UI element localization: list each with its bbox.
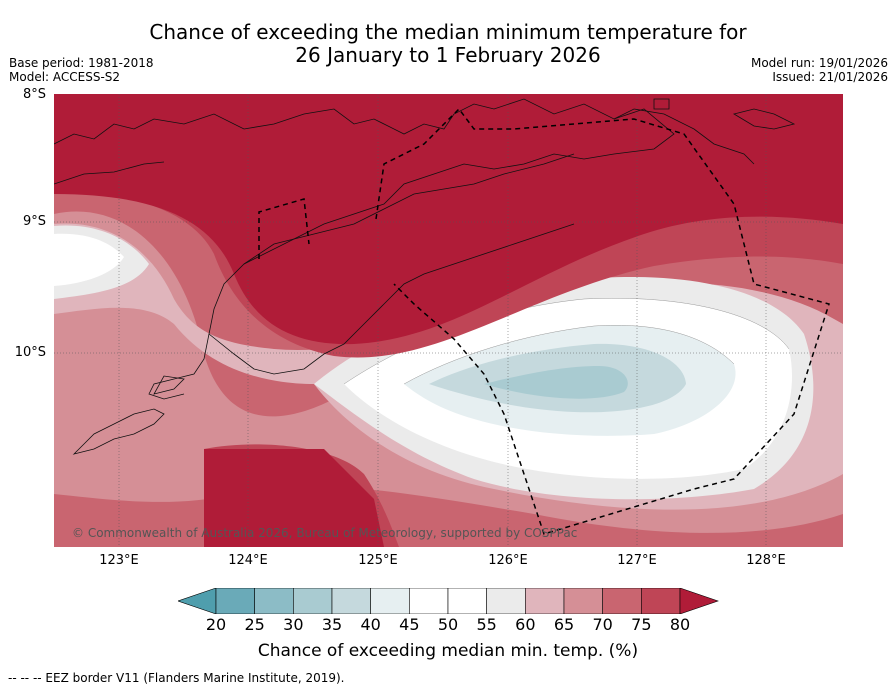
model-run-text: Model run: 19/01/2026 [750, 56, 888, 70]
colorbar-segment [525, 588, 565, 614]
colorbar-tick-label: 50 [437, 615, 459, 634]
colorbar-tick-label: 65 [553, 615, 575, 634]
chart-title-line1: Chance of exceeding the median minimum t… [149, 20, 747, 44]
lon-label-124e: 124°E [228, 553, 268, 568]
colorbar-segment [563, 588, 603, 614]
chart-title-line2: 26 January to 1 February 2026 [295, 43, 601, 67]
colorbar-segment [331, 588, 371, 614]
copyright-notice: © Commonwealth of Australia 2026, Bureau… [72, 526, 578, 540]
colorbar-segment [409, 588, 449, 614]
colorbar-extend-low [178, 588, 217, 614]
colorbar-tick-label: 80 [669, 615, 691, 634]
band-80-north [54, 94, 843, 345]
colorbar-tick-label: 60 [515, 615, 536, 634]
colorbar-tick-label: 30 [283, 615, 304, 634]
eez-border [258, 107, 830, 535]
band-80-south [204, 449, 384, 547]
colorbar-tick-label: 40 [360, 615, 381, 634]
eez-legend-note: -- -- -- EEZ border V11 (Flanders Marine… [8, 671, 345, 685]
colorbar-tick-label: 35 [321, 615, 343, 634]
colorbar-segment [215, 588, 255, 614]
lat-label-9s: 9°S [22, 214, 46, 229]
lat-label-8s: 8°S [22, 87, 46, 102]
colorbar-segment [641, 588, 681, 614]
lon-label-127e: 127°E [617, 553, 657, 568]
lat-label-10s: 10°S [14, 345, 46, 360]
gridlines [54, 94, 843, 547]
colorbar-tick-label: 45 [399, 615, 420, 634]
colorbar-tick-label: 20 [205, 615, 227, 634]
colorbar-segment [602, 588, 642, 614]
colorbar-tick-label: 70 [592, 615, 613, 634]
colorbar-segment [370, 588, 410, 614]
colorbar-segment [293, 588, 333, 614]
colorbar-extend-high [679, 588, 719, 614]
lon-label-123e: 123°E [99, 553, 139, 568]
colorbar-label: Chance of exceeding median min. temp. (%… [257, 641, 639, 661]
lon-label-128e: 128°E [746, 553, 786, 568]
colorbar-tick-label: 55 [476, 615, 497, 634]
issued-text: Issued: 21/01/2026 [772, 70, 888, 84]
colorbar [178, 588, 719, 614]
probability-map [54, 94, 843, 547]
model-text: Model: ACCESS-S2 [9, 70, 121, 84]
band-30-35 [484, 366, 628, 399]
lon-label-126e: 126°E [488, 553, 528, 568]
lon-label-125e: 125°E [358, 553, 398, 568]
colorbar-tick-label: 75 [631, 615, 652, 634]
colorbar-segment [254, 588, 294, 614]
colorbar-segment [447, 588, 487, 614]
base-period-text: Base period: 1981-2018 [9, 56, 154, 70]
coastlines [54, 98, 796, 455]
colorbar-segment [486, 588, 526, 614]
colorbar-tick-label: 25 [244, 615, 265, 634]
